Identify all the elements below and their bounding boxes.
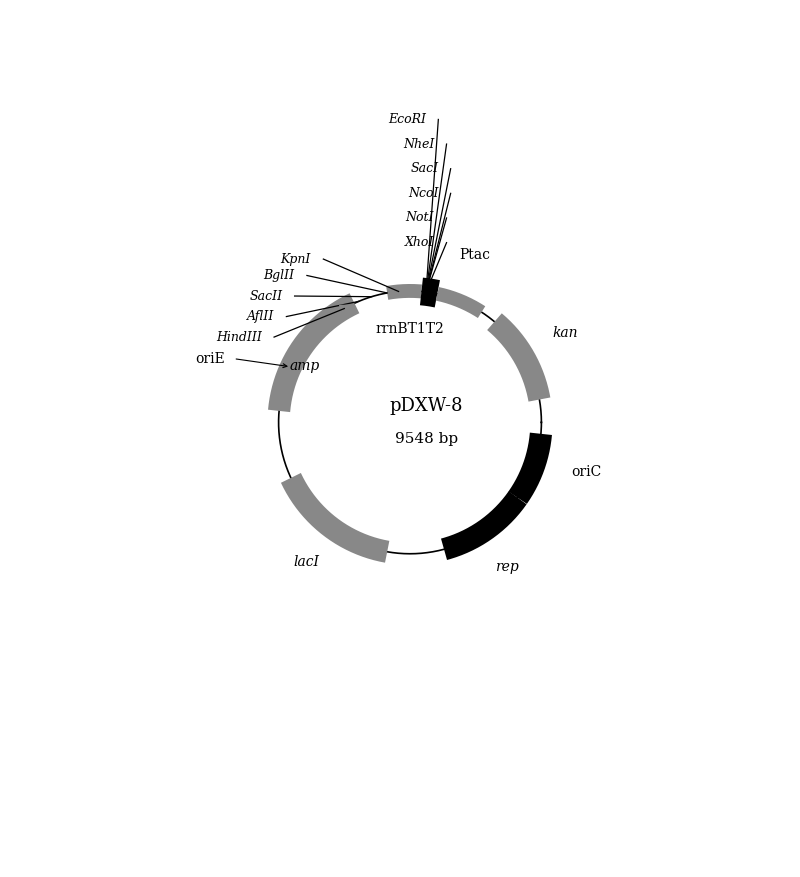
Text: amp: amp bbox=[290, 359, 319, 373]
Text: oriE: oriE bbox=[195, 352, 225, 366]
Text: rep: rep bbox=[494, 560, 518, 574]
Text: Ptac: Ptac bbox=[459, 248, 490, 262]
Text: SacII: SacII bbox=[249, 289, 282, 303]
Text: KpnI: KpnI bbox=[281, 253, 311, 266]
Text: pDXW-8: pDXW-8 bbox=[390, 397, 463, 415]
Text: XhoI: XhoI bbox=[405, 236, 434, 249]
Text: 9548 bp: 9548 bp bbox=[395, 431, 458, 446]
Text: NotI: NotI bbox=[406, 211, 434, 225]
Text: HindIII: HindIII bbox=[216, 331, 262, 344]
Text: lacI: lacI bbox=[294, 555, 319, 569]
Text: rrnBT1T2: rrnBT1T2 bbox=[376, 322, 444, 336]
Text: NheI: NheI bbox=[403, 138, 434, 151]
Text: NcoI: NcoI bbox=[408, 187, 438, 200]
Text: BglII: BglII bbox=[263, 269, 294, 282]
Text: SacI: SacI bbox=[410, 162, 438, 175]
Text: oriC: oriC bbox=[571, 465, 602, 479]
Text: EcoRI: EcoRI bbox=[388, 113, 426, 126]
Text: kan: kan bbox=[553, 326, 578, 340]
Text: AflII: AflII bbox=[246, 310, 274, 323]
